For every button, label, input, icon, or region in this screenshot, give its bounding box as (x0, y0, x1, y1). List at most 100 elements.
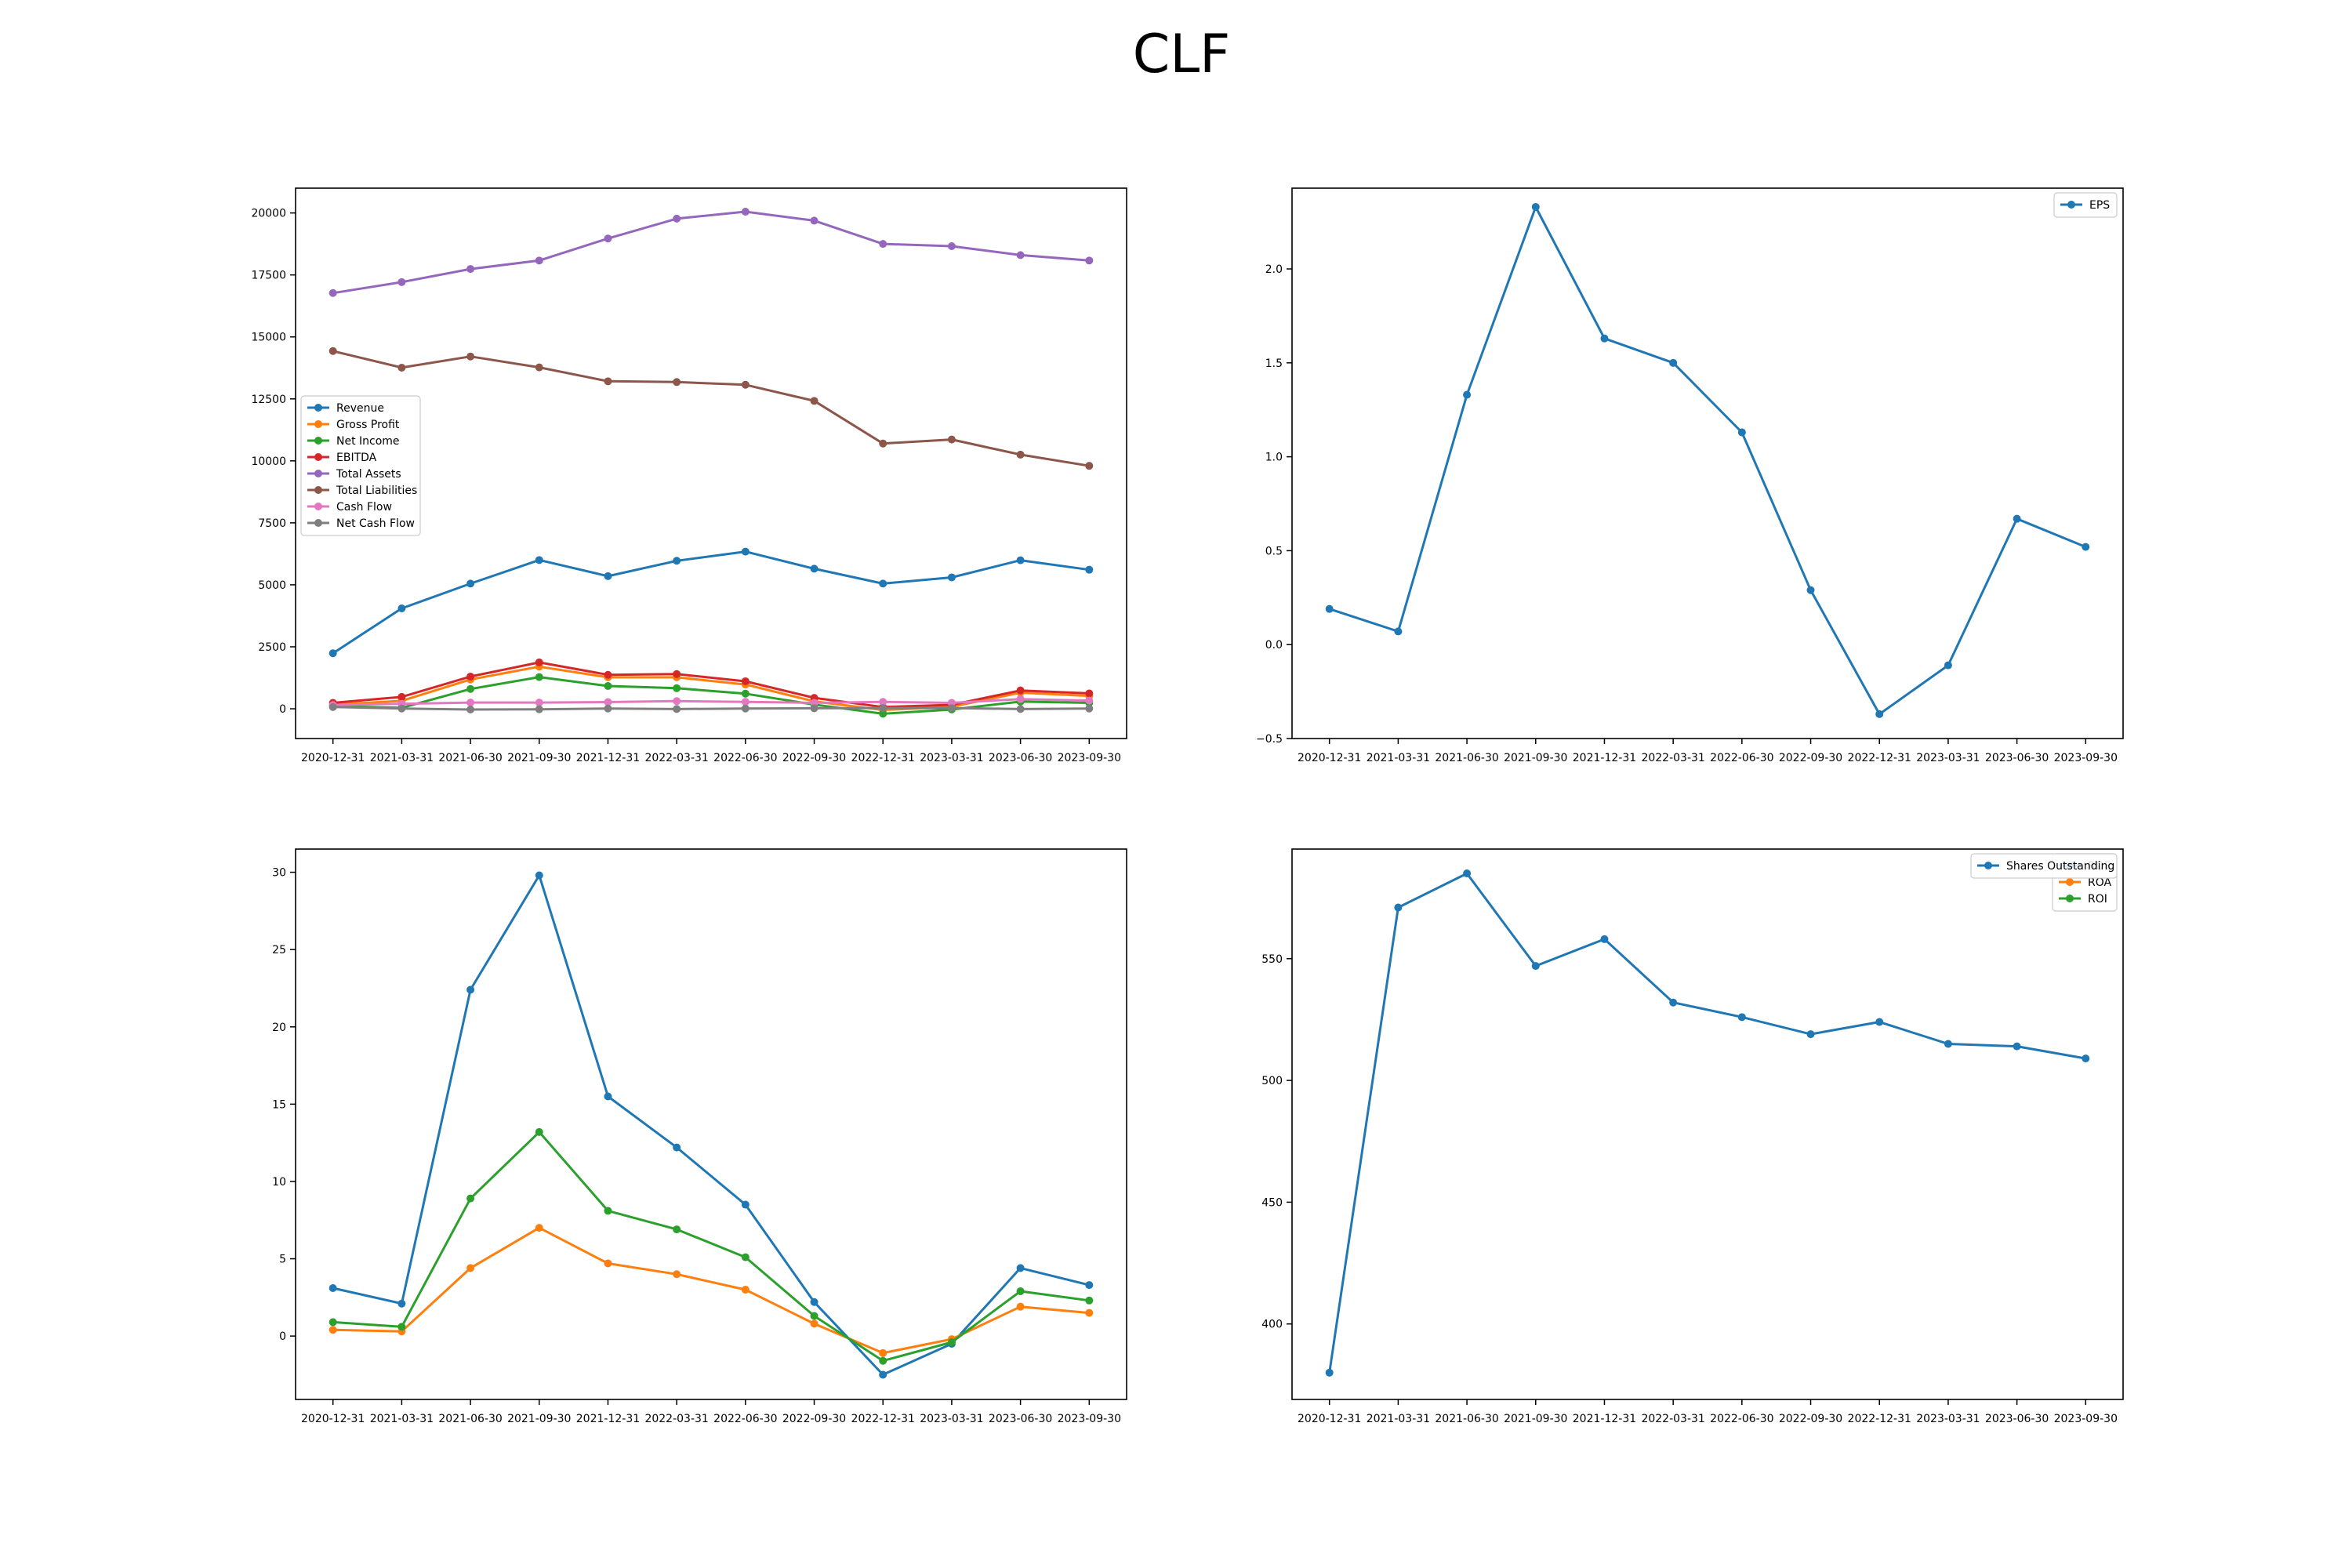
data-point (1016, 705, 1025, 713)
x-tick-label: 2022-12-31 (1848, 752, 1911, 764)
x-tick-label: 2023-09-30 (2054, 752, 2118, 764)
data-point (673, 705, 681, 713)
data-point (1085, 704, 1094, 713)
y-tick-label: 0.0 (1265, 639, 1283, 652)
data-point (604, 1207, 612, 1215)
data-point (1806, 586, 1815, 594)
data-point (328, 1318, 337, 1327)
x-tick-label: 2021-12-31 (576, 752, 640, 764)
data-point (673, 684, 681, 692)
data-point (466, 1194, 475, 1203)
y-tick-label: 400 (1261, 1319, 1283, 1331)
data-point (535, 673, 543, 681)
data-point (947, 573, 956, 582)
y-tick-label: 2500 (258, 641, 286, 654)
data-point (535, 871, 543, 880)
data-point (1669, 358, 1678, 367)
plot-frame (1291, 187, 2124, 739)
y-tick-label: 450 (1261, 1196, 1283, 1209)
series-total-assets (328, 208, 1094, 297)
series-line (1328, 872, 2086, 1374)
data-point (673, 1270, 681, 1279)
legend-swatch-marker (314, 503, 322, 510)
x-tick-label: 2021-12-31 (576, 1413, 640, 1425)
x-tick-label: 2021-09-30 (1504, 1413, 1567, 1425)
y-tick-label: 500 (1261, 1075, 1283, 1087)
data-point (397, 1299, 406, 1308)
y-tick-label: 2.0 (1265, 263, 1283, 276)
series-line (332, 665, 1090, 712)
data-point (535, 363, 543, 372)
series-shares-outstanding (1325, 869, 2090, 1377)
legend-label: Net Cash Flow (336, 517, 415, 530)
data-point (535, 1127, 543, 1136)
eps-chart: 2020-12-31 2021-03-31 2021-06-30 2021-09-30… (1256, 187, 2124, 764)
data-point (1531, 202, 1540, 211)
x-tick-label: 2022-03-31 (1641, 752, 1704, 764)
x-tick-label: 2021-09-30 (1504, 752, 1567, 764)
data-point (1669, 998, 1678, 1007)
x-tick-label: 2022-09-30 (782, 752, 846, 764)
data-point (328, 702, 337, 711)
data-point (1600, 334, 1609, 343)
series-revenue (328, 547, 1094, 658)
data-point (810, 1312, 818, 1320)
x-tick-label: 2022-09-30 (782, 1413, 846, 1425)
data-point (673, 214, 681, 223)
legend-label: Net Income (336, 435, 400, 448)
y-tick-label: 15000 (251, 332, 286, 344)
x-tick-label: 2023-06-30 (989, 752, 1052, 764)
data-point (1737, 428, 1746, 437)
data-point (466, 579, 475, 588)
x-tick-label: 2023-03-31 (920, 752, 983, 764)
legend-label: EPS (2089, 199, 2110, 212)
data-point (397, 278, 406, 286)
y-tick-label: 12500 (251, 394, 286, 406)
plot-frame (295, 848, 1127, 1400)
data-point (604, 1092, 612, 1101)
data-point (466, 706, 475, 714)
y-tick-label: 7500 (258, 517, 286, 530)
y-tick-label: 0 (279, 703, 286, 716)
data-point (1806, 1030, 1815, 1039)
x-tick-label: 2022-09-30 (1779, 1413, 1842, 1425)
x-tick-label: 2021-03-31 (370, 1413, 434, 1425)
legend-label: ROI (2088, 893, 2107, 906)
data-point (879, 698, 887, 706)
data-point (1737, 1013, 1746, 1022)
data-point (947, 704, 956, 713)
x-tick-label: 2022-03-31 (644, 752, 708, 764)
data-point (741, 698, 750, 706)
x-tick-label: 2020-12-31 (301, 1413, 365, 1425)
data-point (1085, 256, 1094, 265)
y-tick-label: 20 (272, 1022, 286, 1034)
data-point (1016, 1287, 1025, 1295)
data-point (1325, 604, 1334, 613)
data-point (879, 1348, 887, 1357)
data-point (673, 1143, 681, 1152)
data-point (741, 547, 750, 556)
data-point (1875, 1018, 1884, 1026)
x-tick-label: 2021-06-30 (1435, 1413, 1498, 1425)
data-point (879, 240, 887, 249)
data-point (1875, 710, 1884, 718)
series-line (332, 350, 1090, 467)
data-point (1016, 695, 1025, 703)
x-tick-label: 2023-06-30 (1985, 752, 2049, 764)
y-tick-label: 1.5 (1265, 358, 1283, 370)
data-point (741, 704, 750, 713)
x-tick-label: 2021-06-30 (438, 1413, 502, 1425)
x-tick-label: 2020-12-31 (1298, 752, 1361, 764)
legend-frame (2053, 192, 2118, 218)
data-point (535, 699, 543, 707)
x-tick-label: 2023-03-31 (920, 1413, 983, 1425)
data-point (604, 698, 612, 706)
data-point (947, 1338, 956, 1347)
data-point (1325, 1368, 1334, 1377)
data-point (1085, 696, 1094, 705)
data-point (1085, 1281, 1094, 1290)
data-point (466, 699, 475, 707)
data-point (535, 705, 543, 713)
data-point (879, 579, 887, 588)
